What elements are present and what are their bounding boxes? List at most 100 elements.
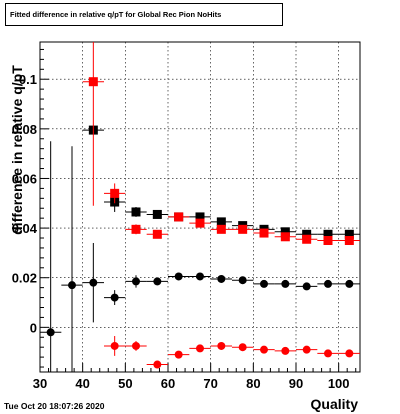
marker-circle — [89, 278, 98, 287]
data-point — [232, 343, 254, 352]
data-point — [210, 217, 232, 227]
marker-circle — [302, 345, 311, 354]
data-point — [104, 183, 126, 204]
data-point — [338, 279, 360, 288]
data-point — [61, 146, 83, 372]
marker-square — [259, 228, 269, 238]
marker-circle — [153, 360, 162, 369]
marker-square — [195, 212, 205, 222]
marker-square — [323, 235, 333, 245]
marker-circle — [217, 274, 226, 283]
x-tick-label: 70 — [203, 376, 217, 391]
marker-square — [131, 224, 141, 234]
marker-circle — [238, 276, 247, 285]
data-point — [82, 42, 104, 206]
marker-square — [280, 227, 290, 237]
tick-labels: 30 40 50 60 70 80 90 100 0 0.02 0.04 0.06 0.08 0.1 — [12, 72, 350, 391]
data-point — [168, 212, 190, 222]
x-tick-label: 100 — [328, 376, 350, 391]
marker-circle — [153, 277, 162, 286]
data-point — [125, 224, 147, 235]
data-point — [296, 234, 318, 244]
marker-square — [280, 232, 290, 242]
data-point — [125, 207, 147, 217]
data-point — [189, 212, 211, 222]
marker-square — [110, 188, 120, 198]
x-axis-label: Quality — [310, 396, 358, 412]
data-point — [338, 235, 360, 245]
data-point — [338, 229, 360, 239]
timestamp: Tue Oct 20 18:07:26 2020 — [4, 401, 105, 411]
data-point — [338, 349, 360, 358]
marker-circle — [238, 343, 247, 352]
y-tick-label: 0.1 — [19, 72, 37, 87]
marker-circle — [174, 350, 183, 359]
marker-circle — [68, 281, 76, 290]
marker-circle — [196, 272, 204, 281]
marker-square — [302, 229, 312, 239]
data-point — [146, 277, 168, 286]
marker-square — [302, 234, 312, 244]
data-point — [146, 229, 168, 239]
grid-lines — [39, 42, 360, 372]
marker-circle — [110, 341, 119, 350]
marker-circle — [132, 341, 140, 350]
marker-square — [216, 224, 226, 234]
data-point — [146, 209, 168, 219]
data-point — [82, 242, 104, 323]
marker-circle — [174, 272, 183, 281]
y-tick-label: 0.04 — [12, 221, 38, 236]
marker-square — [88, 77, 98, 87]
marker-circle — [345, 279, 354, 288]
y-tick-label: 0 — [30, 320, 37, 335]
data-point — [232, 224, 254, 234]
x-tick-label: 60 — [161, 376, 175, 391]
marker-circle — [110, 293, 119, 302]
data-point — [189, 344, 211, 353]
marker-circle — [132, 277, 140, 286]
y-axis-label: difference in relative q/pT — [9, 65, 25, 235]
data-point — [125, 340, 147, 351]
data-point — [125, 275, 147, 288]
data-point — [168, 350, 190, 359]
data-point — [274, 232, 296, 242]
marker-square — [344, 235, 354, 245]
data-point — [274, 346, 296, 355]
data-point — [274, 279, 296, 288]
marker-circle — [46, 328, 55, 337]
x-tick-label: 30 — [33, 376, 47, 391]
y-tick-label: 0.08 — [12, 122, 37, 137]
marker-square — [216, 217, 226, 227]
marker-circle — [345, 349, 354, 358]
data-point — [317, 235, 339, 245]
data-point — [296, 345, 318, 354]
data-point — [210, 341, 232, 350]
marker-square — [344, 229, 354, 239]
marker-square — [152, 229, 162, 239]
x-tick-label: 50 — [118, 376, 132, 391]
data-point — [232, 276, 254, 285]
marker-square — [238, 224, 248, 234]
marker-circle — [196, 344, 204, 353]
y-tick-label: 0.02 — [12, 271, 37, 286]
data-marks — [40, 42, 360, 372]
data-point — [104, 336, 126, 356]
marker-circle — [260, 279, 268, 288]
x-tick-label: 40 — [75, 376, 89, 391]
marker-square — [195, 218, 205, 228]
marker-circle — [281, 279, 290, 288]
y-tick-label: 0.06 — [12, 171, 37, 186]
data-point — [317, 229, 339, 239]
marker-circle — [260, 345, 268, 354]
marker-square — [174, 212, 184, 222]
data-point — [168, 272, 190, 281]
data-point — [253, 279, 275, 288]
data-point — [104, 290, 126, 306]
data-point — [189, 218, 211, 228]
data-point — [189, 272, 211, 281]
chart-title: Fitted difference in relative q/pT for G… — [5, 3, 283, 26]
data-point — [317, 349, 339, 358]
data-point — [317, 279, 339, 288]
marker-circle — [324, 349, 332, 358]
